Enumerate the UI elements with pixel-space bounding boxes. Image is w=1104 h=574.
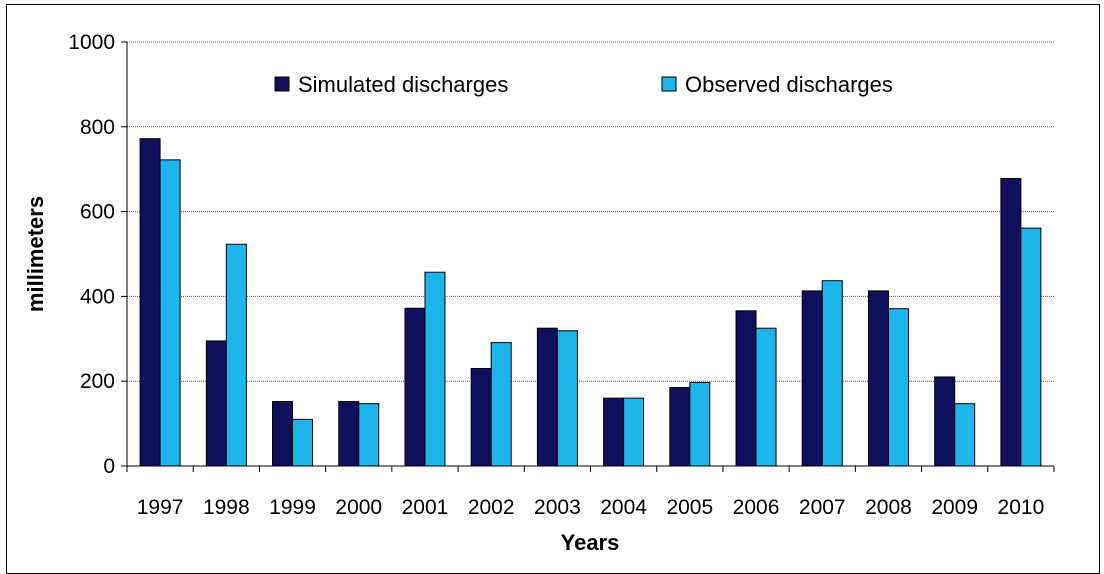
x-tick-label: 2008: [865, 496, 912, 519]
bar-observed-2007: [821, 280, 843, 467]
bar-simulated-2000: [338, 401, 360, 467]
bar-observed-2005: [689, 381, 711, 467]
y-tick-label: 200: [80, 370, 115, 393]
x-tick-label: 2010: [998, 496, 1045, 519]
legend-swatch-observed: [661, 76, 677, 92]
bar-simulated-2006: [735, 310, 757, 467]
bar-simulated-2003: [536, 327, 558, 467]
chart-frame: [6, 4, 1100, 574]
bar-observed-2009: [954, 403, 976, 467]
bar-observed-1999: [292, 418, 314, 467]
x-tick-label: 2004: [600, 496, 647, 519]
legend-label-observed: Observed discharges: [685, 72, 893, 97]
x-tick-label: 2000: [335, 496, 382, 519]
bar-observed-2008: [887, 308, 909, 467]
x-tick-label: 1998: [203, 496, 250, 519]
bar-simulated-1997: [139, 138, 161, 467]
bar-observed-2000: [358, 403, 380, 467]
y-tick-label: 0: [103, 455, 115, 478]
x-tick-label: 1999: [269, 496, 316, 519]
y-tick-label: 800: [80, 116, 115, 139]
bar-observed-1997: [159, 159, 181, 467]
y-tick-labels: 0 200 400 600 800 1000: [68, 31, 115, 478]
bar-simulated-2009: [934, 376, 956, 467]
y-tick-label: 1000: [68, 31, 115, 54]
bar-simulated-1999: [272, 401, 294, 467]
bar-observed-2006: [755, 327, 777, 467]
x-tick-label: 1997: [137, 496, 184, 519]
bar-observed-2003: [556, 330, 578, 467]
bar-simulated-2007: [801, 290, 823, 467]
x-tick-label: 2002: [468, 496, 515, 519]
bar-simulated-2010: [1000, 178, 1022, 467]
bar-simulated-1998: [205, 340, 227, 467]
bar-simulated-2004: [603, 397, 625, 467]
bar-simulated-2005: [669, 387, 691, 467]
bar-simulated-2001: [404, 307, 426, 467]
x-tick-label: 2007: [799, 496, 846, 519]
bar-observed-2001: [424, 271, 446, 467]
bar-observed-1998: [225, 243, 247, 467]
bar-observed-2004: [623, 397, 645, 467]
legend: Simulated discharges Observed discharges: [274, 72, 893, 97]
y-tick-label: 400: [80, 285, 115, 308]
legend-label-simulated: Simulated discharges: [298, 72, 508, 97]
axes: [121, 41, 1055, 472]
legend-swatch-simulated: [274, 76, 290, 92]
bar-simulated-2002: [470, 367, 492, 467]
bar-observed-2010: [1020, 227, 1042, 467]
bar-observed-2002: [490, 342, 512, 467]
gridlines: [127, 41, 1054, 382]
x-tick-label: 2005: [666, 496, 713, 519]
x-tick-label: 2006: [733, 496, 780, 519]
bars: [139, 138, 1042, 467]
y-tick-label: 600: [80, 201, 115, 224]
y-axis-title: millimeters: [23, 196, 48, 312]
x-tick-label: 2003: [534, 496, 581, 519]
x-tick-label: 2001: [402, 496, 449, 519]
x-tick-labels: 1997 1998 1999 2000 2001 2002 2003 2004 2005 2006…: [137, 496, 1045, 519]
x-tick-label: 2009: [931, 496, 978, 519]
x-axis-title: Years: [561, 530, 620, 555]
bar-simulated-2008: [867, 290, 889, 467]
